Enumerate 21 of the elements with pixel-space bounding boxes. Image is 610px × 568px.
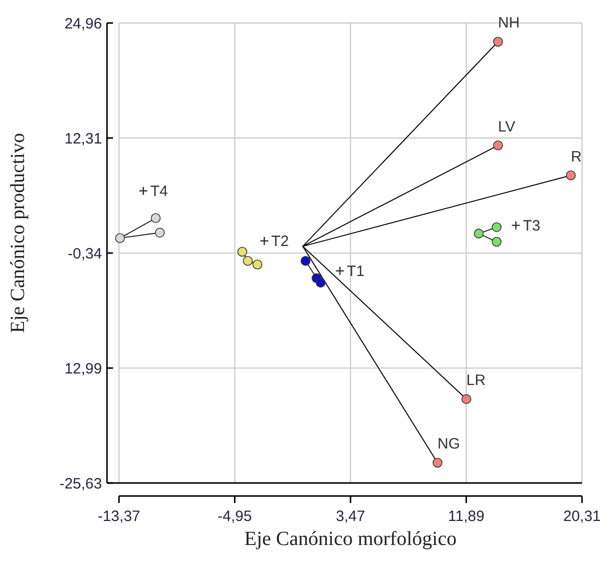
x-tick-label: -4,95 [218, 508, 252, 525]
annotation: T4 [150, 182, 168, 200]
y-tick-label: -25,63 [59, 475, 102, 492]
annotation: LR [466, 372, 486, 390]
x-tick-label: 20,31 [563, 508, 601, 525]
y-axis-title: Eje Canónico productivo [7, 133, 29, 333]
x-axis-title: Eje Canónico morfológico [244, 528, 457, 550]
y-tick-label: -0,34 [68, 245, 102, 262]
annotation: R [570, 148, 582, 166]
annotation: T3 [522, 217, 540, 234]
y-tick-label: 24,96 [64, 15, 102, 32]
annotation: T1 [346, 262, 364, 280]
x-tick-label: 11,89 [448, 508, 484, 525]
annotation: NG [438, 436, 460, 453]
annotation: LV [498, 118, 516, 136]
x-tick-label: -13,37 [98, 508, 140, 525]
annotation: NH [498, 14, 520, 32]
x-tick-label: 3,47 [336, 508, 366, 525]
y-tick-label: 12,31 [64, 130, 102, 148]
y-tick-label: 12,99 [64, 360, 102, 378]
annotation: T2 [271, 232, 289, 250]
